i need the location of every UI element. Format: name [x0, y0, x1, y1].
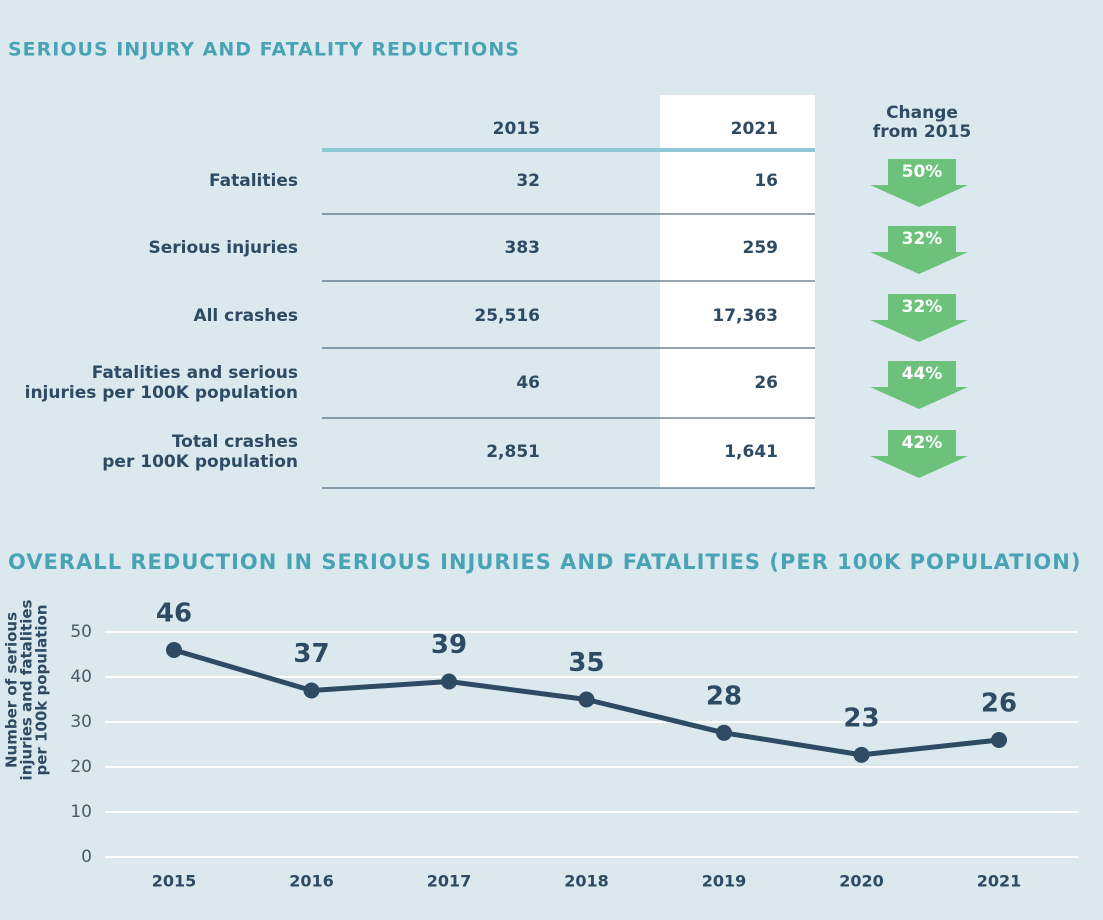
- change-arrow: [870, 294, 968, 342]
- change-arrow: [870, 226, 968, 274]
- x-tick-label: 2015: [152, 872, 197, 891]
- change-header: from 2015: [873, 122, 971, 142]
- value-label: 46: [156, 599, 192, 629]
- value-label: 28: [706, 681, 742, 711]
- cell-value: 259: [743, 238, 779, 258]
- y-tick-label: 10: [70, 802, 92, 822]
- value-label: 37: [293, 639, 329, 669]
- highlight-column: [660, 95, 815, 488]
- cell-value: 16: [754, 171, 778, 191]
- row-label: per 100K population: [102, 452, 298, 472]
- y-axis-label: injuries and fatalities: [18, 599, 36, 780]
- x-tick-label: 2017: [427, 872, 472, 891]
- row-label: injuries per 100K population: [25, 383, 298, 403]
- change-value: 42%: [902, 433, 943, 453]
- cell-value: 1,641: [724, 442, 778, 462]
- x-tick-label: 2016: [289, 872, 334, 891]
- cell-value: 383: [505, 238, 541, 258]
- data-point: [441, 673, 457, 690]
- row-label: Fatalities and serious: [92, 363, 298, 383]
- data-point: [991, 732, 1007, 748]
- cell-value: 25,516: [474, 306, 540, 326]
- data-point: [716, 724, 732, 741]
- cell-value: 46: [516, 373, 540, 393]
- y-tick-label: 30: [70, 712, 92, 732]
- cell-value: 17,363: [712, 306, 778, 326]
- row-label: Total crashes: [172, 432, 298, 452]
- value-label: 35: [568, 648, 604, 678]
- data-point: [578, 691, 595, 708]
- y-tick-label: 40: [70, 667, 92, 687]
- value-label: 39: [431, 630, 467, 660]
- chart-title: OVERALL REDUCTION IN SERIOUS INJURIES AN…: [8, 550, 1081, 574]
- value-label: 26: [981, 689, 1017, 719]
- x-tick-label: 2018: [564, 872, 609, 891]
- cell-value: 32: [516, 171, 540, 191]
- change-value: 50%: [902, 162, 943, 182]
- change-value: 32%: [902, 229, 943, 249]
- data-point: [853, 746, 870, 763]
- y-axis-label: per 100k population: [33, 604, 51, 775]
- x-tick-label: 2020: [839, 872, 884, 891]
- column-header: 2015: [493, 119, 540, 139]
- data-point: [303, 682, 320, 699]
- row-label: Serious injuries: [148, 238, 298, 258]
- y-tick-label: 0: [81, 847, 92, 867]
- change-arrow: [870, 430, 968, 478]
- change-arrow: [870, 361, 968, 409]
- x-tick-label: 2021: [977, 872, 1022, 891]
- table-title: SERIOUS INJURY AND FATALITY REDUCTIONS: [8, 39, 520, 61]
- data-point: [166, 642, 182, 658]
- y-tick-label: 20: [70, 757, 92, 777]
- cell-value: 26: [754, 373, 778, 393]
- x-tick-label: 2019: [702, 872, 747, 891]
- value-label: 23: [843, 703, 879, 733]
- y-tick-label: 50: [70, 622, 92, 642]
- change-arrow: [870, 159, 968, 207]
- column-header: 2021: [731, 119, 778, 139]
- row-label: All crashes: [193, 306, 298, 326]
- change-value: 32%: [902, 297, 943, 317]
- row-label: Fatalities: [209, 171, 298, 191]
- cell-value: 2,851: [486, 442, 540, 462]
- change-value: 44%: [902, 364, 943, 384]
- change-header: Change: [886, 103, 958, 123]
- y-axis-label: Number of serious: [3, 612, 21, 768]
